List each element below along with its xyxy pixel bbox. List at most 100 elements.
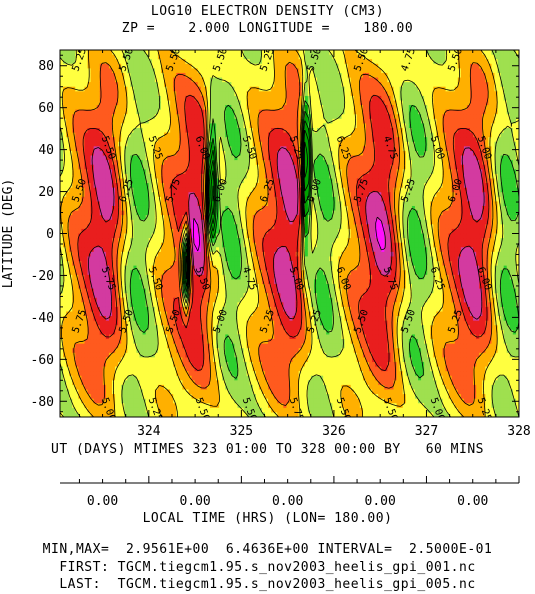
density-cell [87, 228, 92, 235]
density-cell [81, 247, 86, 253]
density-cell [96, 164, 101, 170]
density-cell [84, 251, 89, 258]
density-cell [90, 228, 95, 235]
density-cell [63, 412, 67, 417]
density-cell [105, 50, 110, 56]
density-cell [72, 114, 76, 120]
density-cell [90, 54, 95, 60]
density-cell [60, 192, 64, 198]
density-cell [84, 155, 89, 161]
density-cell [105, 118, 110, 124]
density-cell [84, 228, 89, 235]
density-cell [127, 339, 131, 345]
density-cell [96, 366, 101, 372]
density-cell [133, 132, 138, 138]
density-cell [66, 123, 70, 129]
density-cell [121, 155, 125, 161]
density-cell [115, 205, 119, 212]
density-cell [127, 251, 131, 258]
density-cell [66, 201, 70, 207]
density-cell [102, 127, 107, 134]
density-cell [115, 137, 119, 143]
density-cell [130, 316, 135, 322]
density-cell [105, 279, 110, 285]
density-cell [66, 375, 70, 381]
density-cell [124, 394, 128, 400]
density-cell [130, 325, 135, 331]
density-cell [112, 247, 116, 253]
density-cell [105, 164, 110, 170]
density-cell [130, 59, 135, 65]
density-cell [63, 288, 67, 294]
density-cell [115, 403, 119, 409]
density-cell [96, 196, 101, 202]
density-cell [108, 205, 113, 212]
density-cell [84, 160, 89, 166]
density-cell [78, 403, 83, 409]
density-cell [90, 127, 95, 134]
density-cell [72, 394, 76, 400]
density-cell [127, 82, 131, 88]
density-cell [66, 54, 70, 60]
density-cell [102, 412, 107, 417]
density-cell [93, 384, 98, 391]
density-cell [121, 123, 125, 129]
density-cell [118, 412, 122, 417]
density-cell [81, 68, 86, 74]
density-cell [66, 325, 70, 331]
density-cell [75, 320, 79, 326]
density-cell [84, 183, 89, 189]
density-cell [121, 169, 125, 175]
density-cell [90, 205, 95, 212]
density-cell [93, 50, 98, 56]
density-cell [72, 407, 76, 414]
density-cell [124, 403, 128, 409]
density-cell [75, 160, 79, 166]
density-cell [112, 302, 116, 308]
density-cell [99, 352, 104, 358]
density-cell [99, 366, 104, 372]
density-cell [78, 95, 83, 102]
density-cell [118, 109, 122, 115]
density-cell [93, 288, 98, 294]
density-cell [63, 95, 67, 102]
density-cell [96, 219, 101, 225]
density-cell [112, 270, 116, 276]
density-cell [90, 306, 95, 313]
density-cell [105, 187, 110, 193]
density-cell [108, 132, 113, 138]
density-cell [115, 201, 119, 207]
density-cell [127, 228, 131, 235]
density-cell [78, 173, 83, 180]
density-cell [124, 247, 128, 253]
density-cell [69, 265, 73, 271]
density-cell [121, 219, 125, 225]
density-cell [99, 164, 104, 170]
density-cell [118, 228, 122, 235]
density-cell [105, 173, 110, 180]
density-cell [99, 178, 104, 184]
density-cell [124, 63, 128, 69]
density-cell [69, 95, 73, 102]
density-cell [96, 265, 101, 271]
density-cell [87, 146, 92, 152]
density-cell [66, 150, 70, 157]
density-cell [69, 389, 73, 395]
density-cell [75, 306, 79, 313]
density-cell [96, 288, 101, 294]
density-cell [99, 302, 104, 308]
density-cell [90, 196, 95, 202]
density-cell [99, 251, 104, 258]
density-cell [69, 279, 73, 285]
density-cell [78, 201, 83, 207]
density-cell [105, 150, 110, 157]
density-cell [60, 118, 64, 124]
density-cell [78, 219, 83, 225]
density-cell [69, 127, 73, 134]
density-cell [78, 311, 83, 317]
density-cell [84, 320, 89, 326]
density-cell [81, 77, 86, 83]
density-cell [81, 357, 86, 363]
density-cell [78, 132, 83, 138]
density-cell [112, 256, 116, 262]
